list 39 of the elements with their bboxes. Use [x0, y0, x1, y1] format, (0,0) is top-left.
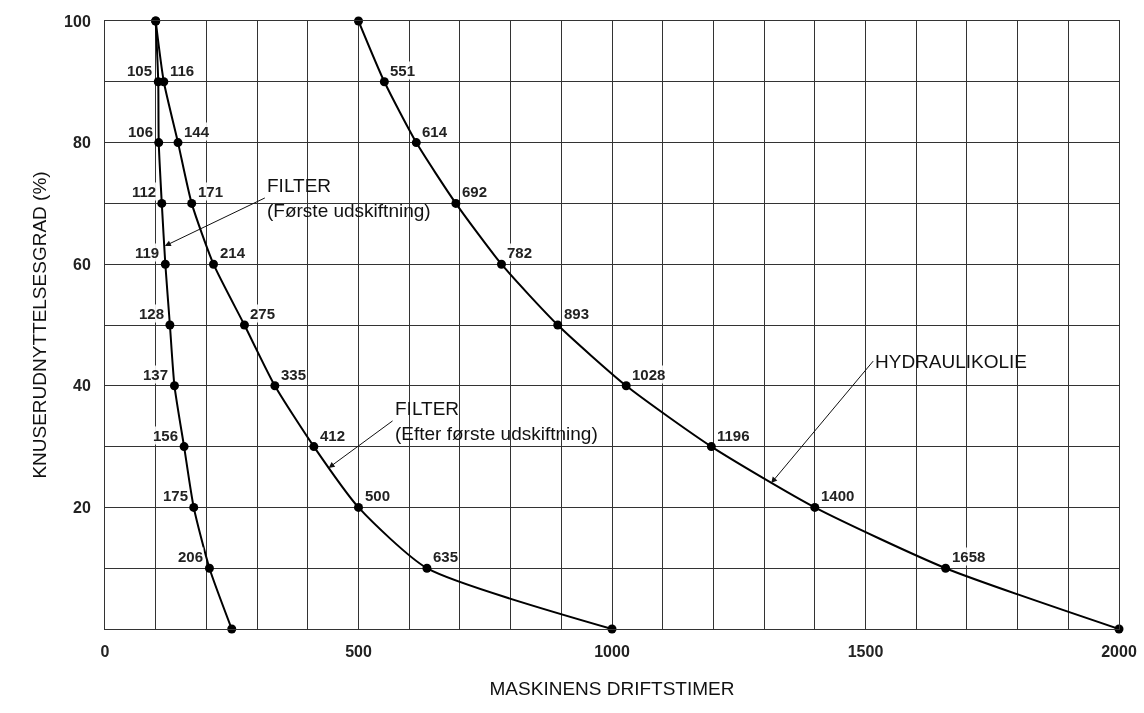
annotation: 116 [170, 62, 195, 79]
y-tick-label: 80 [73, 134, 91, 152]
annotation: 206 [178, 548, 204, 565]
annotation: 1196 [717, 427, 750, 444]
annotation: 412 [320, 427, 346, 444]
annotation: 692 [462, 183, 488, 200]
annotation: 105 [127, 62, 153, 79]
annotation: 782 [507, 244, 533, 261]
y-tick-label: 20 [73, 499, 91, 516]
annotation: 112 [132, 183, 157, 200]
annotation: 156 [153, 427, 179, 444]
annotation: 214 [220, 244, 246, 261]
annotation: 171 [198, 183, 224, 200]
y-axis-title: KNUSERUDNYTTELSESGRAD (%) [28, 171, 50, 479]
annotation: 275 [250, 305, 276, 322]
annotation: 1400 [821, 487, 855, 504]
x-tick-label: 1500 [847, 643, 884, 661]
annotation: 137 [143, 366, 169, 383]
annotation: 551 [390, 62, 416, 79]
annotation: 106 [128, 123, 154, 140]
y-tick-label: 60 [73, 255, 91, 273]
y-tick-label: 40 [73, 377, 91, 395]
annotation: 335 [281, 366, 307, 383]
annotation: 1658 [952, 548, 986, 565]
annotation: 635 [433, 548, 459, 565]
x-tick-label: 0 [100, 643, 110, 661]
y-tick-label: 100 [64, 12, 91, 30]
annotation: 1028 [632, 366, 666, 383]
annotation: 175 [163, 487, 189, 504]
annotation: 128 [139, 305, 165, 322]
x-tick-label: 500 [345, 643, 372, 661]
x-tick-label: 1000 [594, 643, 630, 661]
annotation: 614 [422, 123, 448, 140]
annotation: 893 [564, 305, 590, 322]
x-tick-label: 2000 [1101, 643, 1137, 661]
x-axis-title: MASKINENS DRIFTSTIMER [489, 678, 735, 699]
annotation: 144 [184, 123, 210, 140]
annotation: 500 [365, 487, 391, 504]
annotation: 119 [135, 244, 160, 261]
